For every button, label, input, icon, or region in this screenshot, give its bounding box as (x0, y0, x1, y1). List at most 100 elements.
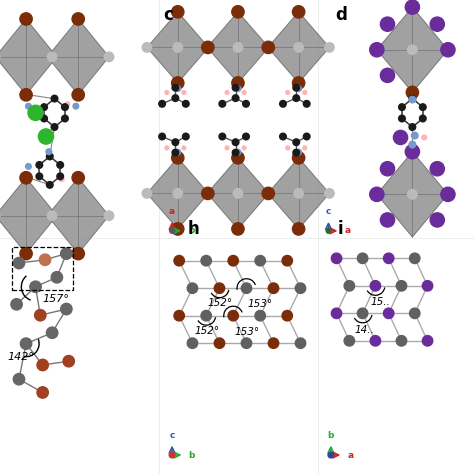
Circle shape (303, 133, 310, 140)
Text: b: b (328, 431, 334, 440)
Polygon shape (377, 152, 448, 237)
Text: 14..: 14.. (354, 325, 374, 335)
Circle shape (219, 100, 226, 107)
Circle shape (280, 133, 286, 140)
Circle shape (46, 149, 52, 155)
Circle shape (255, 255, 265, 266)
Circle shape (26, 103, 31, 109)
Circle shape (380, 213, 394, 227)
Circle shape (243, 133, 249, 140)
Text: b: b (189, 451, 195, 459)
Circle shape (165, 91, 169, 94)
Circle shape (46, 182, 53, 188)
Bar (12, 247, 73, 290)
Circle shape (380, 68, 394, 82)
Circle shape (57, 173, 64, 180)
Circle shape (303, 146, 307, 150)
Circle shape (405, 145, 419, 159)
Circle shape (174, 310, 184, 321)
Text: a: a (347, 451, 354, 459)
Polygon shape (147, 158, 209, 229)
Circle shape (182, 146, 186, 150)
Circle shape (370, 281, 381, 291)
Text: d: d (335, 6, 347, 24)
Circle shape (20, 172, 32, 184)
Circle shape (225, 146, 229, 150)
Circle shape (104, 211, 114, 220)
Circle shape (72, 172, 84, 184)
Circle shape (294, 189, 303, 198)
Circle shape (293, 149, 300, 156)
Circle shape (268, 283, 279, 293)
Circle shape (62, 104, 68, 110)
Circle shape (63, 356, 74, 367)
Circle shape (422, 281, 433, 291)
Circle shape (175, 86, 181, 91)
Polygon shape (147, 12, 209, 83)
Circle shape (406, 86, 419, 99)
Circle shape (422, 336, 433, 346)
Circle shape (268, 338, 279, 348)
Circle shape (214, 338, 225, 348)
Circle shape (26, 164, 31, 169)
Circle shape (235, 86, 241, 91)
Text: 15..: 15.. (371, 297, 391, 307)
Circle shape (396, 281, 407, 291)
Text: 153°: 153° (234, 327, 259, 337)
Text: c: c (169, 431, 175, 440)
Circle shape (57, 162, 64, 168)
Circle shape (303, 100, 310, 107)
Circle shape (235, 149, 241, 155)
Circle shape (104, 52, 114, 62)
Circle shape (159, 100, 165, 107)
Circle shape (47, 52, 57, 62)
Polygon shape (47, 19, 109, 95)
Circle shape (357, 253, 368, 264)
Circle shape (344, 281, 355, 291)
Circle shape (293, 95, 300, 101)
Circle shape (142, 189, 152, 198)
Circle shape (409, 141, 416, 148)
Circle shape (172, 139, 179, 146)
Circle shape (36, 162, 43, 168)
Text: h: h (188, 220, 199, 238)
Circle shape (38, 129, 54, 144)
Circle shape (430, 162, 444, 176)
Text: b: b (188, 227, 194, 235)
Circle shape (292, 77, 305, 89)
Circle shape (73, 103, 79, 109)
Text: 142°: 142° (7, 352, 34, 362)
Circle shape (286, 146, 290, 150)
Circle shape (187, 283, 198, 293)
Polygon shape (207, 12, 269, 83)
Circle shape (331, 308, 342, 319)
Circle shape (214, 283, 225, 293)
Circle shape (326, 228, 331, 233)
Circle shape (159, 133, 165, 140)
Circle shape (13, 257, 25, 269)
Circle shape (37, 359, 48, 371)
Circle shape (303, 91, 307, 94)
Text: 152°: 152° (194, 326, 219, 336)
Circle shape (61, 303, 72, 315)
Polygon shape (207, 158, 269, 229)
Circle shape (20, 13, 32, 25)
Circle shape (441, 43, 455, 57)
Circle shape (20, 247, 32, 260)
Circle shape (225, 91, 229, 94)
Circle shape (172, 77, 184, 89)
Circle shape (370, 43, 384, 57)
Circle shape (62, 115, 68, 122)
Circle shape (294, 43, 303, 52)
Text: c: c (164, 6, 173, 24)
Circle shape (72, 89, 84, 101)
Circle shape (41, 115, 47, 122)
Circle shape (430, 213, 444, 227)
Circle shape (282, 310, 292, 321)
Circle shape (20, 89, 32, 101)
Circle shape (419, 104, 426, 110)
Circle shape (430, 17, 444, 31)
Polygon shape (47, 178, 109, 254)
Circle shape (296, 149, 301, 155)
Circle shape (410, 253, 420, 264)
